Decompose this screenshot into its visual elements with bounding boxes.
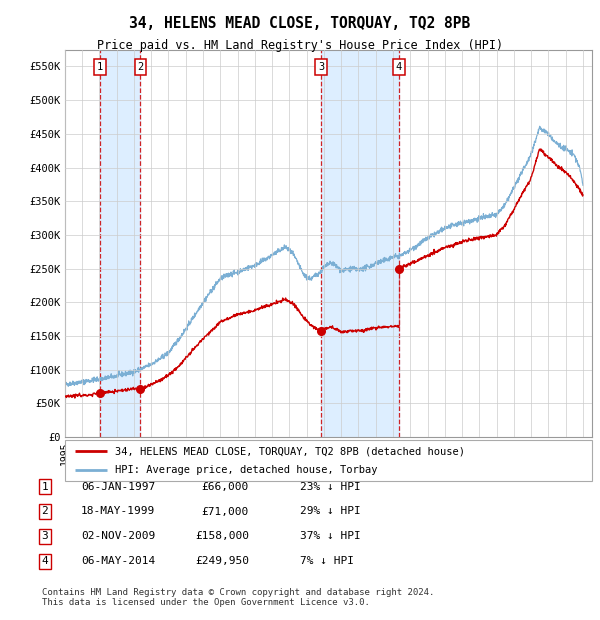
Text: 18-MAY-1999: 18-MAY-1999	[81, 507, 155, 516]
Text: 34, HELENS MEAD CLOSE, TORQUAY, TQ2 8PB: 34, HELENS MEAD CLOSE, TORQUAY, TQ2 8PB	[130, 16, 470, 30]
Text: 37% ↓ HPI: 37% ↓ HPI	[300, 531, 361, 541]
Text: 02-NOV-2009: 02-NOV-2009	[81, 531, 155, 541]
Text: Price paid vs. HM Land Registry's House Price Index (HPI): Price paid vs. HM Land Registry's House …	[97, 39, 503, 52]
Text: 4: 4	[396, 62, 402, 72]
Bar	[321, 50, 399, 437]
FancyBboxPatch shape	[65, 440, 592, 480]
Text: 1: 1	[97, 62, 103, 72]
Text: 06-JAN-1997: 06-JAN-1997	[81, 482, 155, 492]
Text: 34, HELENS MEAD CLOSE, TORQUAY, TQ2 8PB (detached house): 34, HELENS MEAD CLOSE, TORQUAY, TQ2 8PB …	[115, 446, 465, 456]
Text: 2: 2	[137, 62, 143, 72]
Text: 06-MAY-2014: 06-MAY-2014	[81, 556, 155, 566]
Text: 4: 4	[41, 556, 49, 566]
Text: HPI: Average price, detached house, Torbay: HPI: Average price, detached house, Torb…	[115, 464, 377, 475]
Text: £71,000: £71,000	[202, 507, 249, 516]
Bar	[100, 50, 140, 437]
Text: 1: 1	[41, 482, 49, 492]
Text: 23% ↓ HPI: 23% ↓ HPI	[300, 482, 361, 492]
Text: 29% ↓ HPI: 29% ↓ HPI	[300, 507, 361, 516]
Text: £249,950: £249,950	[195, 556, 249, 566]
Text: 7% ↓ HPI: 7% ↓ HPI	[300, 556, 354, 566]
Text: 2: 2	[41, 507, 49, 516]
Text: Contains HM Land Registry data © Crown copyright and database right 2024.
This d: Contains HM Land Registry data © Crown c…	[42, 588, 434, 607]
Text: £66,000: £66,000	[202, 482, 249, 492]
Text: 3: 3	[318, 62, 324, 72]
Text: 3: 3	[41, 531, 49, 541]
Text: £158,000: £158,000	[195, 531, 249, 541]
